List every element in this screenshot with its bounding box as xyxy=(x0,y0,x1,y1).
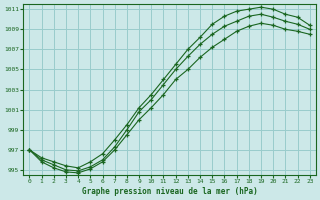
X-axis label: Graphe pression niveau de la mer (hPa): Graphe pression niveau de la mer (hPa) xyxy=(82,187,258,196)
